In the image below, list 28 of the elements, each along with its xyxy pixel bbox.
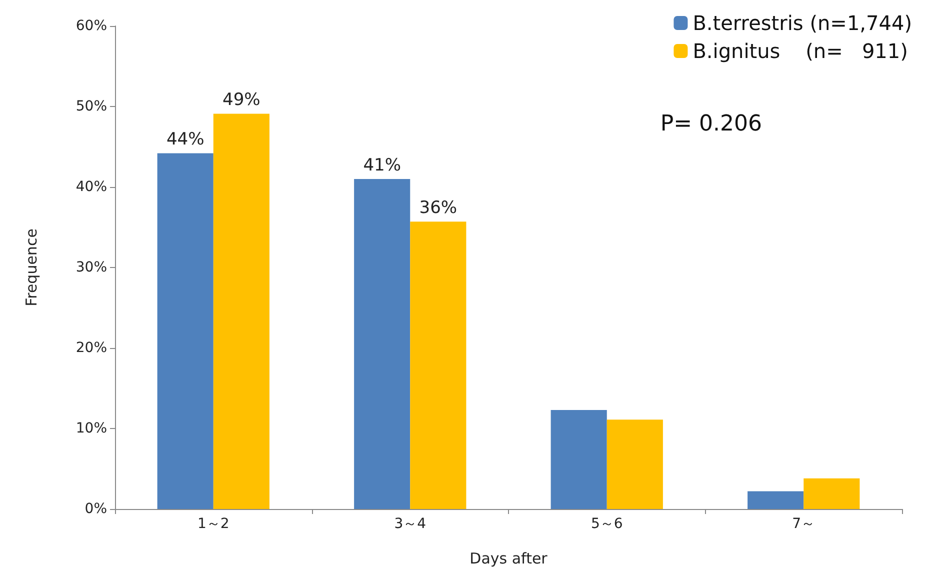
data-label: 36%	[419, 198, 458, 218]
y-tick-label: 50%	[76, 98, 107, 114]
x-tick-label: 5～6	[590, 516, 623, 532]
data-label: 49%	[222, 90, 260, 110]
data-label: 41%	[363, 155, 401, 176]
bar	[606, 420, 663, 509]
x-tick-label: 3～4	[394, 516, 426, 532]
legend-label: B.ignitus (n= 911)	[692, 39, 908, 63]
bar	[410, 222, 466, 509]
y-axis-title: Frequence	[22, 228, 40, 306]
y-tick-label: 20%	[76, 340, 107, 356]
data-label: 44%	[166, 130, 204, 150]
bar	[748, 491, 804, 509]
x-axis-title: Days after	[470, 550, 548, 568]
bar	[157, 153, 214, 509]
x-tick-label: 1～2	[197, 516, 230, 532]
y-tick-label: 40%	[76, 179, 107, 195]
x-tick-label: 7～	[792, 516, 816, 532]
bar	[804, 478, 860, 509]
legend-label: B.terrestris (n=1,744)	[692, 11, 912, 35]
y-tick-label: 10%	[76, 420, 107, 436]
bar	[550, 410, 607, 509]
y-tick-label: 60%	[76, 18, 107, 34]
bar	[354, 178, 410, 509]
annotation: P= 0.206	[660, 112, 762, 136]
bar	[213, 114, 270, 509]
y-tick-label: 30%	[76, 260, 107, 276]
y-tick-label: 0%	[84, 501, 107, 517]
